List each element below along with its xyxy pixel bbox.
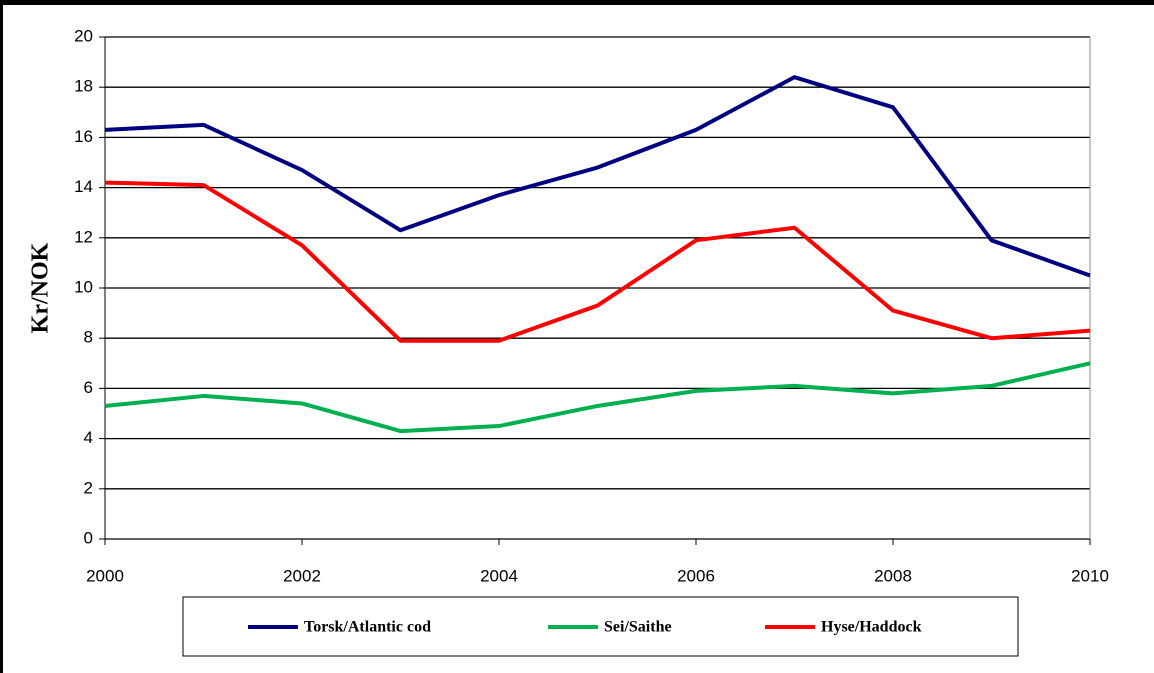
y-axis-label: Kr/NOK: [28, 242, 54, 333]
y-tick-label: 16: [74, 127, 93, 146]
x-tick-label: 2006: [677, 566, 715, 585]
series-line: [104, 361, 1091, 434]
legend-label: Sei/Saithe: [604, 619, 672, 636]
y-tick-label: 4: [84, 428, 93, 447]
legend: Torsk/Atlantic cod Sei/Saithe Hyse/Haddock: [248, 619, 922, 636]
y-tick-label: 12: [74, 227, 93, 246]
x-tick-label: 2000: [86, 566, 124, 585]
y-tick-label: 18: [74, 77, 93, 96]
series-line: [104, 180, 1091, 343]
series-line: [104, 75, 1091, 278]
y-tick-label: 2: [84, 478, 93, 497]
y-tick-label: 14: [74, 177, 93, 196]
x-tick-label: 2002: [283, 566, 321, 585]
y-tick-label: 20: [74, 26, 93, 45]
legend-label: Torsk/Atlantic cod: [304, 619, 431, 636]
legend-label: Hyse/Haddock: [821, 619, 922, 636]
y-tick-label: 6: [84, 378, 93, 397]
x-tick-label: 2010: [1071, 566, 1109, 585]
y-tick-label: 0: [84, 528, 93, 547]
y-tick-label: 10: [74, 277, 93, 296]
frame-top: [0, 0, 1154, 5]
frame-left: [0, 0, 3, 673]
x-tick-label: 2008: [874, 566, 912, 585]
legend-box: [182, 596, 1019, 657]
y-tick-label: 8: [84, 328, 93, 347]
x-tick-label: 2004: [480, 566, 518, 585]
